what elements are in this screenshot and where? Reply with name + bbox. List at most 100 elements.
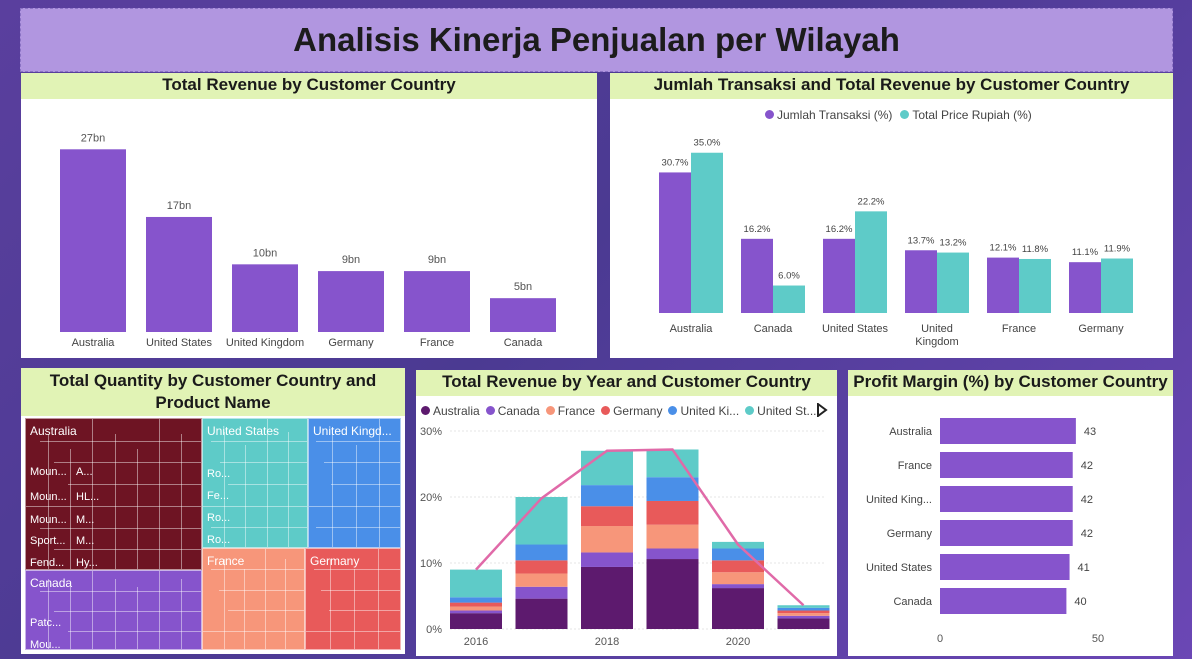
legend-item-canada[interactable]: Canada	[485, 403, 540, 418]
year-stack-segment[interactable]	[581, 566, 633, 629]
year-stack-segment[interactable]	[712, 560, 764, 573]
total-price-bar[interactable]	[691, 152, 723, 313]
year-stack-segment[interactable]	[646, 500, 699, 525]
revenue-bar[interactable]	[318, 271, 384, 332]
margin-bar[interactable]	[940, 554, 1070, 580]
year-stack-segment[interactable]	[712, 588, 764, 629]
transaksi-panel[interactable]: Jumlah Transaksi and Total Revenue by Cu…	[610, 73, 1173, 358]
year-panel[interactable]: Total Revenue by Year and Customer Count…	[416, 370, 837, 656]
year-stack-segment[interactable]	[450, 610, 502, 614]
jumlah-transaksi-bar[interactable]	[1069, 262, 1101, 313]
year-stack-segment[interactable]	[646, 477, 699, 501]
year-stack-segment[interactable]	[777, 607, 830, 611]
revenue-bar[interactable]	[60, 149, 126, 332]
year-stack-segment[interactable]	[777, 610, 830, 614]
treemap-item-label: Ro...	[207, 534, 231, 546]
year-stack-segment[interactable]	[581, 485, 633, 507]
margin-category-label: Canada	[893, 596, 932, 608]
year-stack-segment[interactable]	[646, 548, 699, 560]
year-stack-segment[interactable]	[450, 597, 502, 603]
treemap-item-label: Hy...	[76, 557, 98, 569]
year-stack-segment[interactable]	[777, 615, 830, 619]
treemap-region[interactable]: Germany	[305, 548, 401, 650]
treemap-region[interactable]: United States Ro... Fe... Ro... Ro...	[202, 418, 308, 548]
year-stack-segment[interactable]	[581, 526, 633, 553]
year-stack-segment[interactable]	[515, 560, 568, 574]
year-y-tick: 10%	[420, 558, 442, 570]
year-stack-segment[interactable]	[777, 613, 830, 616]
year-stack-segment[interactable]	[515, 598, 568, 629]
margin-bar[interactable]	[940, 520, 1073, 546]
jumlah-transaksi-bar[interactable]	[741, 238, 773, 313]
treemap-region-label: Canada	[30, 576, 73, 590]
year-stack-segment[interactable]	[646, 559, 699, 629]
legend-next-icon[interactable]	[816, 403, 828, 417]
year-stack-segment[interactable]	[581, 552, 633, 567]
year-stack-segment[interactable]	[450, 569, 502, 598]
margin-panel[interactable]: Profit Margin (%) by Customer Country Au…	[848, 370, 1173, 656]
revenue-bar[interactable]	[404, 271, 470, 332]
margin-category-label: United King...	[866, 494, 932, 506]
year-stack-segment[interactable]	[450, 606, 502, 611]
jumlah-transaksi-bar[interactable]	[823, 238, 855, 313]
year-stack-segment[interactable]	[712, 584, 764, 589]
transaksi-data-label: 30.7%	[662, 157, 689, 168]
margin-bar[interactable]	[940, 486, 1073, 512]
margin-chart: Australia 43 France 42 United King... 42 Germa…	[866, 418, 1104, 645]
treemap-item-label: Moun...	[30, 491, 67, 503]
treemap-item-label: Fe...	[207, 490, 230, 502]
treemap-item-label: Sport...	[30, 535, 66, 547]
legend-item-germany[interactable]: Germany	[601, 403, 662, 418]
margin-category-label: France	[898, 460, 932, 472]
treemap-region[interactable]: United Kingd...	[308, 418, 401, 548]
quantity-panel[interactable]: Total Quantity by Customer Country and P…	[21, 368, 405, 654]
jumlah-transaksi-bar[interactable]	[987, 257, 1019, 313]
legend-item-united-kingdom[interactable]: United Ki...	[668, 403, 739, 418]
treemap-region[interactable]: Canada Patc... Mou...	[25, 570, 202, 650]
jumlah-transaksi-bar[interactable]	[905, 250, 937, 313]
jumlah-transaksi-bar[interactable]	[659, 172, 691, 313]
revenue-category-label: Germany	[328, 337, 374, 349]
legend-item-france[interactable]: France	[545, 403, 595, 418]
dashboard-header: Analisis Kinerja Penjualan per Wilayah	[20, 8, 1173, 72]
margin-bar[interactable]	[940, 588, 1067, 614]
year-stack-segment[interactable]	[581, 450, 633, 486]
treemap-region[interactable]: Australia Moun... A... Moun... HL... Moun... M…	[25, 418, 202, 570]
total-price-bar[interactable]	[937, 252, 969, 313]
total-price-bar[interactable]	[855, 211, 887, 313]
year-stack-segment[interactable]	[712, 572, 764, 585]
year-stack-segment[interactable]	[646, 524, 699, 549]
revenue-data-label: 9bn	[428, 254, 446, 266]
year-stack-segment[interactable]	[777, 605, 830, 608]
legend-item-total-price[interactable]: Total Price Rupiah (%)	[900, 107, 1032, 122]
treemap-item-label: Moun...	[30, 466, 67, 478]
year-stack-segment[interactable]	[712, 548, 764, 561]
revenue-bar[interactable]	[490, 298, 556, 332]
treemap-region[interactable]: France	[202, 548, 305, 650]
legend-item-united-states[interactable]: United St...	[745, 403, 817, 418]
quantity-panel-title: Total Quantity by Customer Country and P…	[21, 368, 405, 416]
legend-item-jumlah[interactable]: Jumlah Transaksi (%)	[765, 107, 892, 122]
treemap-item-label: M...	[76, 514, 95, 526]
year-stack-segment[interactable]	[450, 613, 502, 629]
total-price-bar[interactable]	[1019, 258, 1051, 313]
revenue-panel[interactable]: Total Revenue by Customer Country 27bn Au…	[21, 73, 597, 358]
year-stack-segment[interactable]	[450, 602, 502, 607]
year-stack-segment[interactable]	[581, 506, 633, 527]
legend-item-australia[interactable]: Australia	[421, 403, 480, 418]
treemap-region-label: Australia	[30, 424, 77, 438]
total-price-bar[interactable]	[1101, 258, 1133, 313]
margin-bar[interactable]	[940, 452, 1073, 478]
year-stack-segment[interactable]	[646, 449, 699, 478]
revenue-bar[interactable]	[146, 216, 212, 332]
year-stack-segment[interactable]	[515, 497, 568, 545]
margin-bar[interactable]	[940, 418, 1076, 444]
total-price-bar[interactable]	[773, 285, 805, 313]
year-stack-segment[interactable]	[515, 544, 568, 561]
transaksi-category-label: United	[921, 323, 953, 335]
year-stack-segment[interactable]	[777, 618, 830, 629]
year-stack-segment[interactable]	[515, 573, 568, 587]
year-stack-segment[interactable]	[515, 586, 568, 599]
year-trend-line[interactable]	[475, 448, 805, 607]
revenue-bar[interactable]	[232, 264, 298, 332]
